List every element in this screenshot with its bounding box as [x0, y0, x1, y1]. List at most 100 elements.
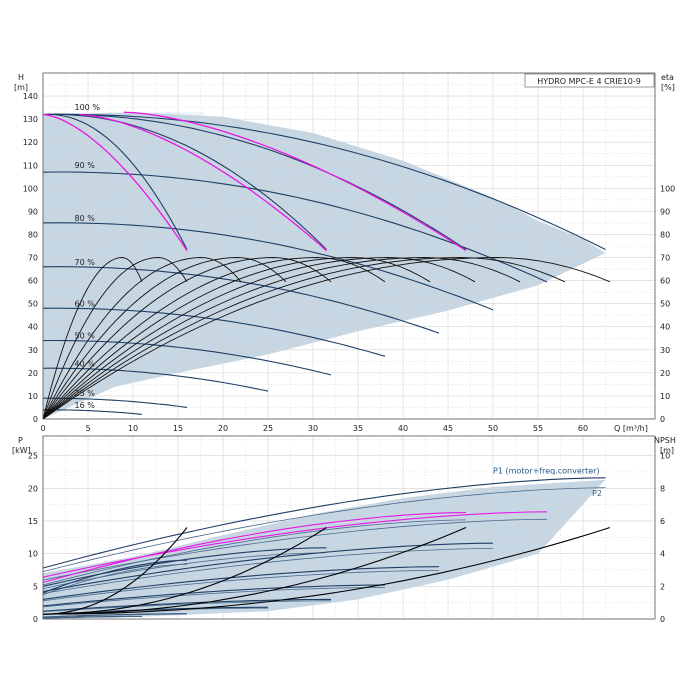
- flow-tick-label: 50: [488, 424, 498, 433]
- eta-tick-label: 40: [660, 323, 670, 332]
- eta-tick-label: 50: [660, 300, 670, 309]
- head-tick-label: 140: [23, 92, 38, 101]
- head-plot-frame: [42, 72, 656, 420]
- head-tick-label: 20: [28, 369, 38, 378]
- qh-curve: [42, 113, 188, 250]
- power-tick-label: 0: [33, 615, 38, 624]
- max-speed-curve: [78, 113, 327, 252]
- title-box: [524, 73, 655, 88]
- qh-curve: [42, 113, 606, 250]
- npsh-tick-label: 0: [660, 615, 665, 624]
- head-axis-label: H: [18, 73, 24, 82]
- power-grid: [42, 436, 655, 620]
- qh-curve: [42, 222, 494, 311]
- head-tick-label: 40: [28, 323, 38, 332]
- chart-title: HYDRO MPC-E 4 CRIE10-9: [537, 77, 641, 86]
- power-plot-frame: [42, 435, 656, 620]
- power-curve: [42, 542, 494, 593]
- power-p2-curve: [42, 600, 331, 613]
- speed-label: 100 %: [75, 103, 101, 112]
- npsh-curves: [42, 526, 611, 615]
- efficiency-curves: [42, 257, 611, 420]
- eta-tick-label: 100: [660, 184, 675, 193]
- head-tick-label: 90: [28, 207, 38, 216]
- flow-tick-label: 35: [353, 424, 363, 433]
- qh-curve: [43, 397, 188, 408]
- qh-curve: [42, 367, 269, 392]
- flow-tick-label: 10: [128, 424, 138, 433]
- power-tick-label: 25: [28, 452, 38, 461]
- power-p2-curve: [42, 518, 548, 581]
- head-curves: [42, 113, 606, 415]
- eta-curve: [42, 257, 611, 420]
- power-axis-unit: [kW]: [12, 446, 31, 455]
- flow-tick-label: 45: [443, 424, 453, 433]
- eta-tick-label: 30: [660, 346, 670, 355]
- head-tick-label: 10: [28, 392, 38, 401]
- flow-tick-label: 0: [40, 424, 45, 433]
- speed-label: 90 %: [75, 161, 96, 170]
- eta-curve: [42, 257, 242, 420]
- speed-label: 60 %: [75, 299, 96, 308]
- eta-tick-label: 0: [660, 415, 665, 424]
- eta-tick-label: 10: [660, 392, 670, 401]
- npsh-axis-unit: [m]: [660, 446, 674, 455]
- head-tick-label: 30: [28, 346, 38, 355]
- head-tick-label: 120: [23, 138, 38, 147]
- eta-tick-label: 90: [660, 207, 670, 216]
- power-p2-curve: [42, 613, 187, 618]
- power-series-labels: P1 (motor+freq.converter) P2: [493, 466, 602, 498]
- npsh-tick-label: 4: [660, 550, 665, 559]
- head-axes: 0 5 10 15 20 25 30 35 40 45 50 55 60 0 10 20 30 40 50 60 70 8…: [23, 92, 676, 433]
- npsh-curve: [42, 526, 467, 615]
- npsh-tick-label: 8: [660, 484, 665, 493]
- head-tick-label: 100: [23, 184, 38, 193]
- head-tick-label: 60: [28, 277, 38, 286]
- head-tick-label: 50: [28, 300, 38, 309]
- power-npsh-panel: 0 5 10 15 20 25 0 2 4 6 8 10 P1 (motor+freq.convert…: [12, 435, 676, 624]
- npsh-curve: [42, 527, 188, 615]
- flow-tick-label: 25: [263, 424, 273, 433]
- power-p2-curve: [42, 570, 440, 602]
- power-curve: [42, 511, 467, 583]
- power-curve: [42, 566, 440, 600]
- qh-curve: [42, 307, 386, 357]
- eta-axis-unit: [%]: [661, 83, 675, 92]
- power-p2-curve: [42, 519, 467, 586]
- power-p2-curve: [42, 548, 494, 594]
- eta-tick-label: 80: [660, 230, 670, 239]
- power-curves: [42, 477, 606, 619]
- power-tick-label: 5: [33, 582, 38, 591]
- npsh-curve: [42, 526, 611, 615]
- npsh-tick-label: 6: [660, 517, 665, 526]
- power-tick-label: 20: [28, 484, 38, 493]
- head-tick-label: 0: [33, 415, 38, 424]
- flow-tick-label: 60: [578, 424, 588, 433]
- power-curve: [42, 511, 548, 578]
- power-axes: 0 5 10 15 20 25 0 2 4 6 8 10: [28, 452, 670, 624]
- speed-label: 50 %: [75, 332, 96, 341]
- eta-axis-label: eta: [661, 73, 674, 82]
- power-curve: [42, 584, 386, 607]
- power-tick-label: 15: [28, 517, 38, 526]
- qh-curve: [42, 113, 467, 250]
- npsh-tick-label: 2: [660, 582, 665, 591]
- head-max-speed-curves: [42, 111, 467, 252]
- power-series-label: P2: [592, 489, 602, 498]
- eta-curve: [42, 257, 287, 420]
- head-tick-label: 70: [28, 254, 38, 263]
- flow-tick-label: 55: [533, 424, 543, 433]
- eta-curve: [42, 257, 332, 420]
- eta-curve: [42, 257, 188, 420]
- qh-curve: [43, 409, 143, 415]
- power-curve: [42, 559, 188, 594]
- eta-tick-label: 60: [660, 277, 670, 286]
- eta-curve: [42, 257, 143, 420]
- power-series-label: P1 (motor+freq.converter): [493, 466, 600, 475]
- flow-axis-label: Q [m³/h]: [614, 424, 648, 433]
- max-speed-curve: [123, 111, 467, 252]
- qh-curve: [42, 171, 548, 283]
- flow-tick-label: 5: [85, 424, 90, 433]
- power-p2-curve: [42, 616, 142, 619]
